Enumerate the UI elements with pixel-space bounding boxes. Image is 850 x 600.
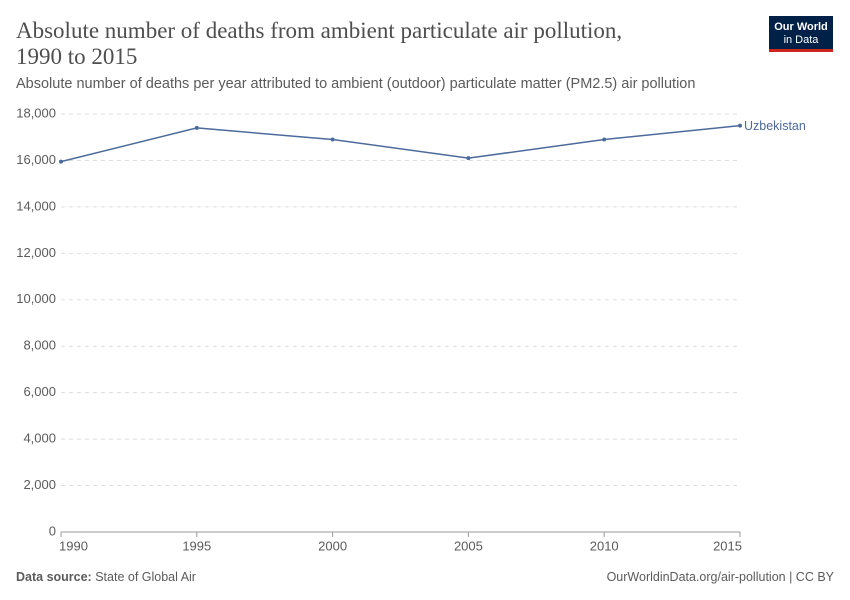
y-tick-label: 18,000 <box>16 105 56 120</box>
source-label: Data source: <box>16 570 92 584</box>
x-tick-label: 2015 <box>713 538 742 553</box>
y-tick-label: 6,000 <box>23 384 56 399</box>
point <box>466 156 471 161</box>
point <box>194 125 199 130</box>
chart-title: Absolute number of deaths from ambient p… <box>16 18 622 43</box>
y-tick-label: 10,000 <box>16 291 56 306</box>
x-tick-label: 2010 <box>590 538 619 553</box>
y-tick-label: 8,000 <box>23 338 56 353</box>
source: Data source: State of Global Air <box>16 570 196 584</box>
line <box>60 124 741 163</box>
y-tick-label: 12,000 <box>16 245 56 260</box>
point <box>330 137 335 142</box>
y-tick-label: 0 <box>49 523 56 538</box>
logo-text: in Data <box>784 34 820 46</box>
y-tick-label: 4,000 <box>23 431 56 446</box>
x-tick-label: 2005 <box>454 538 483 553</box>
point <box>602 137 607 142</box>
point <box>738 123 742 128</box>
x-tick-label: 1995 <box>182 538 211 553</box>
y-tick-label: 16,000 <box>16 152 56 167</box>
logo-text: Our World <box>774 21 828 33</box>
legend-label: Uzbekistan <box>744 119 806 133</box>
chart-subtitle: Absolute number of deaths per year attri… <box>16 76 695 92</box>
y-tick-label: 2,000 <box>23 477 56 492</box>
x-tick-label: 2000 <box>318 538 347 553</box>
logo[interactable]: Our World in Data <box>769 16 833 52</box>
source-text[interactable]: State of Global Air <box>95 570 196 584</box>
url[interactable]: OurWorldinData.org/air-pollution | CC BY <box>607 570 835 584</box>
logo-box <box>769 16 833 50</box>
y-tick-label: 14,000 <box>16 198 56 213</box>
x-tick-label: 1990 <box>59 538 88 553</box>
logo-stripe <box>769 49 833 52</box>
chart-title: 1990 to 2015 <box>16 44 137 69</box>
point <box>59 159 63 164</box>
